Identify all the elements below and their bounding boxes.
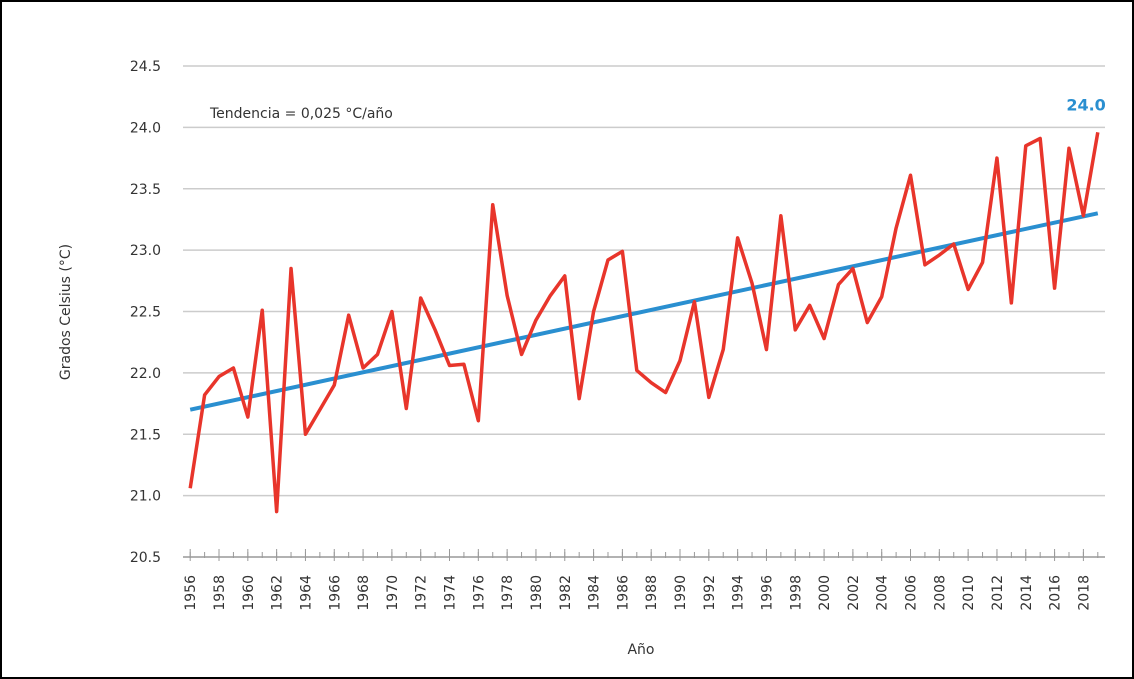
x-tick-label: 1980 bbox=[529, 575, 545, 611]
x-tick-label: 1988 bbox=[644, 575, 660, 611]
x-tick-label: 1978 bbox=[500, 575, 516, 611]
x-tick-label: 2014 bbox=[1019, 575, 1035, 611]
x-tick-label: 1956 bbox=[183, 575, 199, 611]
x-tick-label: 2010 bbox=[961, 575, 977, 611]
x-tick-label: 2002 bbox=[846, 575, 862, 611]
y-tick-label: 22.0 bbox=[130, 366, 161, 382]
x-tick-label: 1970 bbox=[385, 575, 401, 611]
x-tick-label: 2018 bbox=[1076, 575, 1092, 611]
x-tick-label: 1982 bbox=[558, 575, 574, 611]
x-tick-label: 2016 bbox=[1048, 575, 1064, 611]
data-line bbox=[188, 131, 1100, 514]
y-tick-label: 23.0 bbox=[130, 243, 161, 259]
x-tick-label: 1986 bbox=[615, 575, 631, 611]
x-tick-label: 1990 bbox=[673, 575, 689, 611]
x-tick-label: 2000 bbox=[817, 575, 833, 611]
y-tick-label: 21.5 bbox=[130, 427, 161, 443]
y-tick-label: 20.5 bbox=[130, 550, 161, 566]
x-tick-label: 2006 bbox=[904, 575, 920, 611]
x-tick-label: 1960 bbox=[241, 575, 257, 611]
x-tick-label: 1964 bbox=[298, 575, 314, 611]
x-tick-label: 2004 bbox=[875, 575, 891, 611]
y-tick-label: 23.5 bbox=[130, 182, 161, 198]
y-tick-label: 21.0 bbox=[130, 489, 161, 505]
y-axis-label: Grados Celsius (°C) bbox=[58, 244, 74, 380]
x-tick-label: 1998 bbox=[788, 575, 804, 611]
annotation: Tendencia = 0,025 °C/año bbox=[209, 106, 393, 122]
x-axis-label: Año bbox=[627, 642, 654, 658]
y-tick-label: 22.5 bbox=[130, 305, 161, 321]
x-tick-label: 1966 bbox=[327, 575, 343, 611]
x-tick-label: 1972 bbox=[414, 575, 430, 611]
x-tick-label: 1962 bbox=[270, 575, 286, 611]
x-tick-label: 1976 bbox=[471, 575, 487, 611]
x-tick-label: 2012 bbox=[990, 575, 1006, 611]
y-tick-label: 24.5 bbox=[130, 59, 161, 75]
x-tick-label: 1992 bbox=[702, 575, 718, 611]
y-tick-label: 24.0 bbox=[130, 120, 161, 136]
x-tick-label: 1974 bbox=[443, 575, 459, 611]
x-tick-label: 2008 bbox=[932, 575, 948, 611]
x-tick-label: 1996 bbox=[759, 575, 775, 611]
trend-line bbox=[189, 211, 1099, 412]
data-label: 24.0 bbox=[1066, 95, 1105, 114]
x-tick-label: 1968 bbox=[356, 575, 372, 611]
x-tick-label: 1984 bbox=[587, 575, 603, 611]
x-tick-label: 1994 bbox=[731, 575, 747, 611]
x-tick-label: 1958 bbox=[212, 575, 228, 611]
